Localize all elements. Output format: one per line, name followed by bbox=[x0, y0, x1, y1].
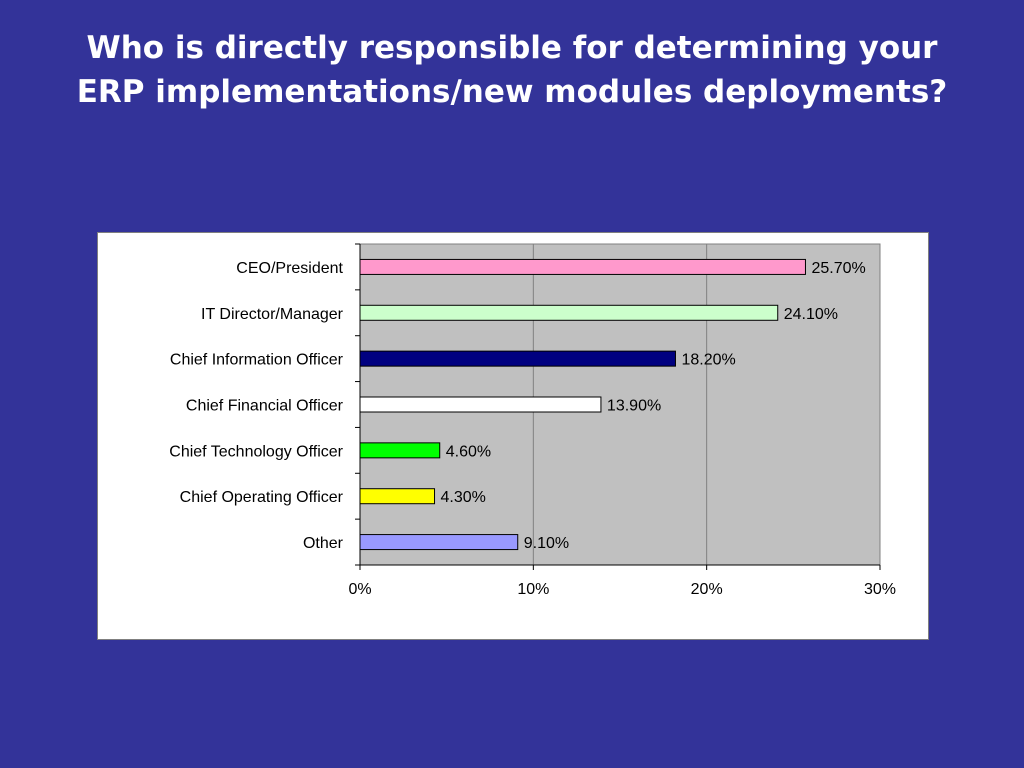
x-tick-label: 20% bbox=[691, 581, 723, 598]
data-label: 13.90% bbox=[607, 398, 661, 415]
x-tick-label: 30% bbox=[864, 581, 896, 598]
x-tick-label: 0% bbox=[348, 581, 371, 598]
bar-7 bbox=[359, 534, 519, 551]
bar-3 bbox=[359, 350, 676, 367]
data-label: 24.10% bbox=[784, 306, 838, 323]
x-tick-label: 10% bbox=[517, 581, 549, 598]
data-label: 18.20% bbox=[681, 352, 735, 369]
category-label: IT Director/Manager bbox=[201, 306, 344, 323]
category-label: CEO/President bbox=[236, 260, 343, 277]
data-label: 25.70% bbox=[811, 260, 865, 277]
category-label: Chief Operating Officer bbox=[180, 489, 344, 506]
bar-6 bbox=[359, 488, 436, 505]
slide-title: Who is directly responsible for determin… bbox=[76, 30, 948, 110]
data-label: 9.10% bbox=[524, 535, 569, 552]
bar-chart: 0% 10% 20% 30% CEO/President 25.70% IT Directo… bbox=[169, 243, 896, 598]
category-label: Chief Financial Officer bbox=[186, 398, 344, 415]
bar-2 bbox=[359, 304, 779, 321]
chart-frame: 0% 10% 20% 30% CEO/President 25.70% IT Directo… bbox=[97, 232, 929, 640]
bar-1 bbox=[359, 258, 806, 275]
data-label: 4.30% bbox=[441, 489, 486, 506]
bar-5 bbox=[359, 442, 441, 459]
category-label: Chief Information Officer bbox=[170, 352, 344, 369]
data-label: 4.60% bbox=[446, 443, 491, 460]
category-label: Other bbox=[303, 535, 344, 552]
bar-4 bbox=[359, 396, 602, 413]
category-label: Chief Technology Officer bbox=[169, 443, 343, 460]
